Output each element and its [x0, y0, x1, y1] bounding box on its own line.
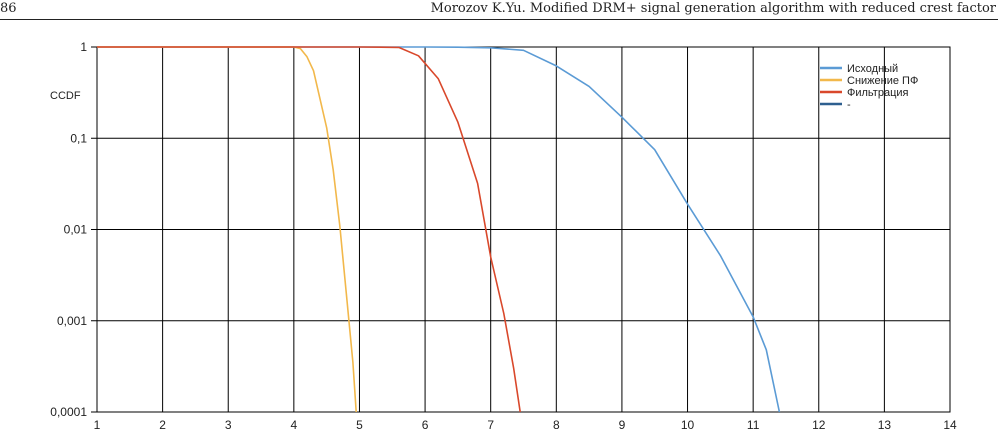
plot-border	[96, 46, 951, 413]
x-tick-label: 4	[291, 418, 298, 432]
x-tick-label: 10	[681, 418, 695, 432]
legend-label: Фильтрация	[847, 87, 909, 99]
y-tick-labels: 1 0,1 0,01 0,001 0,0001	[50, 40, 87, 419]
y-tick-label: 0,01	[64, 223, 88, 237]
x-tick-label: 2	[159, 418, 166, 432]
x-tick-label: 6	[422, 418, 429, 432]
x-tick-label: 7	[487, 418, 494, 432]
y-tick-label: 0,0001	[50, 405, 87, 419]
running-title: Morozov K.Yu. Modified DRM+ signal gener…	[430, 1, 996, 16]
y-tick-label: 0,1	[70, 131, 87, 145]
x-tick-label: 1	[94, 418, 101, 432]
x-tick-label: 8	[553, 418, 560, 432]
series-layer	[97, 46, 781, 413]
y-tick-label: 1	[80, 40, 87, 54]
x-tick-label: 12	[812, 418, 826, 432]
header-rule	[0, 19, 998, 20]
page-number: 86	[0, 1, 17, 16]
x-tick-label: 5	[356, 418, 363, 432]
page-header: 86 Morozov K.Yu. Modified DRM+ signal ge…	[0, 0, 998, 20]
x-tick-label: 13	[878, 418, 892, 432]
x-tick-labels: 1 2 3 4 5 6 7 8 9 10 11 12 13 14	[94, 418, 957, 432]
x-tick-label: 9	[619, 418, 626, 432]
series-line-0	[97, 46, 781, 413]
series-line-2	[97, 46, 521, 413]
x-tick-label: 11	[747, 418, 760, 432]
legend-label: Снижение ПФ	[847, 75, 918, 87]
y-tick-label: 0,001	[57, 314, 87, 328]
series-line-1	[97, 46, 357, 413]
legend-label: -	[847, 99, 851, 111]
plot-frame	[96, 46, 951, 413]
x-tick-label: 14	[943, 418, 957, 432]
x-tick-label: 3	[225, 418, 232, 432]
legend-label: Исходный	[847, 63, 898, 75]
y-axis-label: CCDF	[50, 90, 81, 102]
chart-grid	[91, 46, 951, 413]
